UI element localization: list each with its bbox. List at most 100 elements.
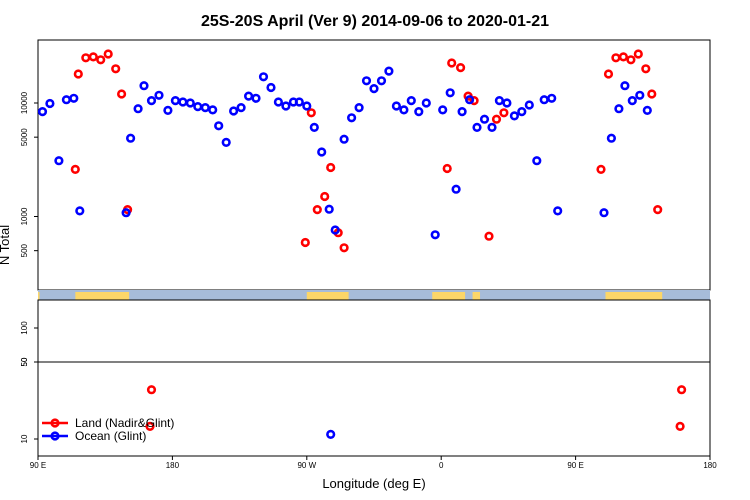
data-point: [414, 106, 424, 117]
data-point: [88, 52, 98, 62]
chart-title: 25S-20S April (Ver 9) 2014-09-06 to 2020…: [201, 13, 549, 30]
lower-panel-frame: [37, 361, 711, 457]
middle-panel: [37, 299, 711, 363]
y-tick-label: 500: [20, 243, 29, 257]
legend-marker: [50, 418, 60, 428]
data-point: [421, 98, 431, 108]
data-point: [384, 66, 394, 76]
data-point: [354, 102, 364, 113]
data-point: [618, 52, 629, 62]
data-point: [330, 225, 340, 235]
data-point: [647, 89, 657, 99]
data-point: [479, 114, 490, 124]
data-point: [339, 243, 349, 253]
data-point: [339, 134, 349, 144]
data-point: [626, 55, 636, 65]
data-point: [300, 237, 310, 248]
data-point: [451, 184, 461, 194]
data-point: [524, 100, 534, 110]
data-point: [258, 72, 269, 82]
data-point: [553, 206, 563, 216]
data-point: [376, 76, 387, 86]
data-point: [146, 385, 157, 395]
data-point: [214, 121, 224, 131]
data-point: [614, 104, 624, 114]
data-point: [221, 137, 231, 147]
data-point: [126, 133, 136, 143]
land-segment: [306, 292, 349, 300]
legend-marker: [50, 431, 60, 441]
y-tick-label: 10: [20, 434, 29, 443]
data-point: [163, 105, 173, 115]
data-point: [103, 49, 113, 59]
data-point: [193, 101, 203, 112]
data-points: [37, 49, 687, 440]
data-point: [178, 97, 188, 107]
data-point: [70, 164, 80, 174]
x-tick-label: 90 W: [297, 461, 316, 470]
data-point: [236, 102, 246, 113]
data-point: [596, 164, 606, 174]
data-point: [133, 104, 143, 114]
data-point: [273, 97, 284, 107]
data-point: [457, 106, 467, 117]
data-point: [121, 208, 131, 218]
y-tick-label: 50: [20, 357, 29, 366]
data-point: [75, 206, 85, 216]
data-point: [81, 53, 91, 63]
data-point: [326, 429, 336, 440]
x-axis-label: Longitude (deg E): [322, 476, 425, 491]
data-point: [361, 76, 372, 86]
data-point: [266, 82, 276, 93]
data-point: [111, 64, 121, 74]
data-point: [45, 98, 55, 109]
land-segment: [38, 292, 40, 300]
y-tick-label: 10000: [20, 91, 29, 114]
data-point: [116, 89, 127, 99]
data-point: [653, 205, 663, 215]
data-point: [487, 122, 497, 132]
data-point: [676, 385, 687, 395]
data-point: [281, 101, 291, 111]
data-point: [145, 421, 155, 432]
data-point: [445, 88, 455, 98]
data-point: [317, 147, 327, 157]
land-segment: [432, 292, 466, 300]
data-point: [484, 231, 494, 241]
data-point: [509, 111, 520, 121]
data-point: [641, 64, 651, 74]
data-point: [309, 122, 319, 132]
data-point: [320, 191, 330, 202]
data-point: [302, 101, 312, 111]
data-point: [675, 421, 685, 432]
data-point: [633, 49, 643, 59]
data-point: [244, 91, 254, 101]
data-point: [369, 83, 379, 94]
data-point: [154, 90, 164, 100]
data-point: [406, 95, 416, 106]
data-point: [627, 95, 637, 106]
data-point: [491, 114, 502, 124]
land-segment: [472, 292, 481, 300]
x-tick-label: 180: [703, 461, 717, 470]
data-point: [502, 98, 512, 108]
x-tick-label: 180: [166, 461, 180, 470]
land-segment: [605, 292, 663, 300]
data-point: [347, 113, 357, 123]
data-point: [391, 101, 402, 111]
data-point: [170, 95, 180, 106]
data-point: [69, 93, 79, 103]
data-point: [96, 55, 106, 65]
data-point: [620, 81, 630, 91]
y-tick-label: 100: [20, 321, 29, 335]
land-segment: [75, 292, 130, 300]
y-tick-label: 1000: [20, 207, 29, 225]
data-point: [606, 133, 617, 143]
data-point: [200, 102, 210, 113]
y-tick-label: 50: [20, 357, 29, 366]
data-point: [146, 95, 157, 106]
data-point: [139, 81, 149, 91]
data-point: [494, 95, 505, 106]
